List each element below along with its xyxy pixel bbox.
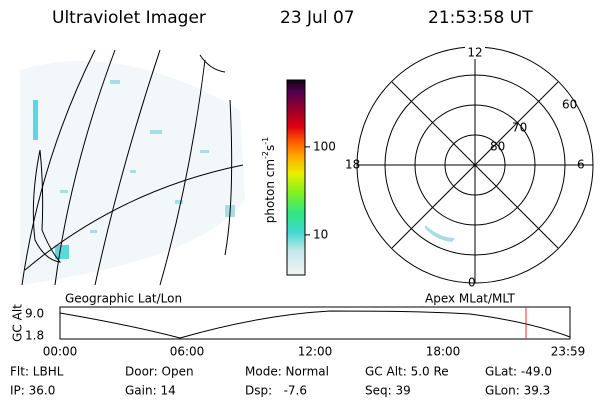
status-field: Door: Open xyxy=(125,365,194,379)
status-field: GLon: 39.3 xyxy=(485,384,550,398)
status-field: Seq: 39 xyxy=(365,384,411,398)
colorbar-ticks: 10 100 xyxy=(305,139,336,241)
unit: photon cm xyxy=(263,159,277,223)
status-field: GC Alt: 5.0 Re xyxy=(365,365,449,379)
lat-label: 80 xyxy=(490,140,505,154)
tick-label: 100 xyxy=(313,139,336,153)
lat-label: 70 xyxy=(512,121,527,135)
lat-label: 60 xyxy=(562,98,577,112)
status-field: Gain: 14 xyxy=(125,384,176,398)
geographic-image xyxy=(20,49,245,286)
mlt-label: 18 xyxy=(345,158,360,172)
y-label: 9.0 xyxy=(25,307,44,321)
mlt-label: 6 xyxy=(577,158,585,172)
unit-exp: -1 xyxy=(261,137,270,145)
footer: Flt: LBHL Door: Open Mode: Normal GC Alt: 5… xyxy=(10,365,552,398)
tick-label: 10 xyxy=(313,227,328,241)
x-label: 18:00 xyxy=(426,345,461,359)
altitude-plot: GC Alt 9.0 1.8 00:00 06:00 12:00 18:00 2… xyxy=(11,304,586,359)
status-field: Dsp: -7.6 xyxy=(245,384,307,398)
title: Ultraviolet Imager xyxy=(52,8,206,28)
status-field: Mode: Normal xyxy=(245,365,329,379)
x-label: 12:00 xyxy=(298,345,333,359)
unit: s xyxy=(263,145,277,151)
status-field: Flt: LBHL xyxy=(10,365,64,379)
time: 21:53:58 UT xyxy=(428,8,533,28)
polar-plot: 12 18 6 0 60 70 80 xyxy=(345,45,594,290)
panel-label: Apex MLat/MLT xyxy=(425,292,515,306)
x-label: 23:59 xyxy=(551,345,586,359)
mlt-label: 0 xyxy=(468,276,476,290)
unit-exp: -2 xyxy=(261,151,270,159)
x-label: 06:00 xyxy=(170,345,205,359)
colorbar xyxy=(286,79,306,276)
altitude-axis-label: GC Alt xyxy=(11,304,25,342)
panel-label: Geographic Lat/Lon xyxy=(65,292,182,306)
colorbar-label: photon cm-2s-1 xyxy=(261,137,277,224)
x-label: 00:00 xyxy=(43,345,78,359)
status-field: GLat: -49.0 xyxy=(485,365,552,379)
status-field: IP: 36.0 xyxy=(10,384,55,398)
date: 23 Jul 07 xyxy=(280,8,355,28)
mlt-label: 12 xyxy=(467,46,482,60)
y-label: 1.8 xyxy=(25,329,44,343)
